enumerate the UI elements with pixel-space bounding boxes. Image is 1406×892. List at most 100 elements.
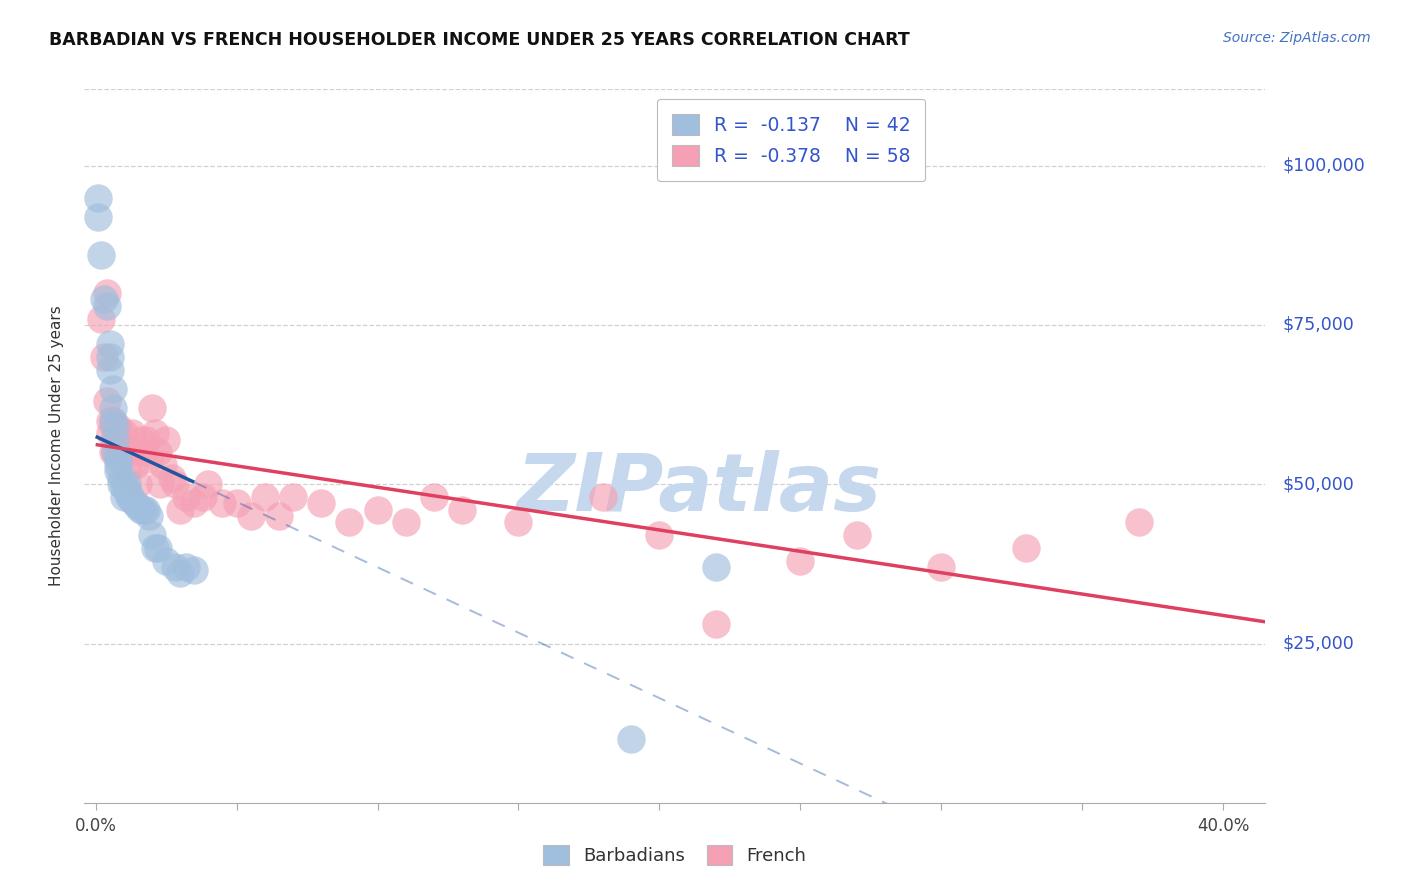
Point — [112, 490, 135, 504]
Point — [110, 471, 132, 485]
Point — [183, 496, 205, 510]
Point — [96, 286, 118, 301]
Text: $75,000: $75,000 — [1282, 316, 1354, 334]
Point — [101, 445, 124, 459]
Point — [160, 471, 183, 485]
Point — [239, 509, 262, 524]
Point — [104, 433, 127, 447]
Point — [174, 490, 197, 504]
Point — [110, 445, 132, 459]
Point — [191, 490, 214, 504]
Point — [143, 541, 166, 555]
Point — [101, 382, 124, 396]
Point — [132, 445, 155, 459]
Point — [135, 502, 157, 516]
Point — [141, 401, 163, 415]
Point — [93, 350, 115, 364]
Point — [1015, 541, 1038, 555]
Point — [132, 502, 155, 516]
Text: Source: ZipAtlas.com: Source: ZipAtlas.com — [1223, 31, 1371, 45]
Point — [121, 493, 143, 508]
Point — [107, 465, 129, 479]
Point — [174, 560, 197, 574]
Point — [107, 451, 129, 466]
Point — [115, 483, 138, 498]
Point — [110, 477, 132, 491]
Point — [90, 248, 112, 262]
Point — [138, 509, 160, 524]
Point — [135, 433, 157, 447]
Point — [112, 480, 135, 494]
Legend: Barbadians, French: Barbadians, French — [533, 834, 817, 876]
Point — [267, 509, 290, 524]
Point — [101, 401, 124, 415]
Point — [169, 566, 191, 581]
Point — [118, 445, 141, 459]
Point — [107, 458, 129, 472]
Point — [104, 445, 127, 459]
Point — [704, 560, 727, 574]
Point — [163, 477, 186, 491]
Point — [104, 426, 127, 441]
Point — [143, 426, 166, 441]
Point — [112, 426, 135, 441]
Point — [395, 516, 418, 530]
Point — [146, 445, 169, 459]
Point — [152, 458, 174, 472]
Point — [90, 311, 112, 326]
Point — [87, 210, 110, 224]
Point — [423, 490, 446, 504]
Point — [197, 477, 219, 491]
Point — [138, 451, 160, 466]
Point — [155, 554, 177, 568]
Point — [129, 502, 152, 516]
Point — [1128, 516, 1150, 530]
Point — [929, 560, 952, 574]
Point — [127, 477, 149, 491]
Text: ZIPatlas: ZIPatlas — [516, 450, 882, 528]
Point — [118, 487, 141, 501]
Point — [124, 458, 146, 472]
Point — [118, 490, 141, 504]
Point — [98, 413, 121, 427]
Point — [451, 502, 474, 516]
Point — [309, 496, 332, 510]
Point — [163, 560, 186, 574]
Point — [96, 299, 118, 313]
Point — [337, 516, 360, 530]
Point — [98, 426, 121, 441]
Point — [101, 413, 124, 427]
Y-axis label: Householder Income Under 25 years: Householder Income Under 25 years — [49, 306, 63, 586]
Text: $50,000: $50,000 — [1282, 475, 1354, 493]
Point — [107, 433, 129, 447]
Point — [115, 465, 138, 479]
Point — [281, 490, 304, 504]
Point — [98, 362, 121, 376]
Point — [101, 413, 124, 427]
Point — [704, 617, 727, 632]
Point — [96, 394, 118, 409]
Point — [104, 420, 127, 434]
Point — [124, 496, 146, 510]
Point — [149, 477, 172, 491]
Point — [127, 500, 149, 514]
Point — [141, 528, 163, 542]
Text: $100,000: $100,000 — [1282, 157, 1365, 175]
Point — [93, 293, 115, 307]
Point — [789, 554, 811, 568]
Point — [620, 732, 643, 747]
Point — [104, 445, 127, 459]
Point — [146, 541, 169, 555]
Point — [112, 439, 135, 453]
Point — [648, 528, 671, 542]
Text: $25,000: $25,000 — [1282, 634, 1354, 653]
Point — [592, 490, 614, 504]
Point — [845, 528, 868, 542]
Point — [129, 433, 152, 447]
Point — [98, 350, 121, 364]
Point — [155, 433, 177, 447]
Point — [253, 490, 276, 504]
Point — [225, 496, 247, 510]
Point — [366, 502, 388, 516]
Text: BARBADIAN VS FRENCH HOUSEHOLDER INCOME UNDER 25 YEARS CORRELATION CHART: BARBADIAN VS FRENCH HOUSEHOLDER INCOME U… — [49, 31, 910, 49]
